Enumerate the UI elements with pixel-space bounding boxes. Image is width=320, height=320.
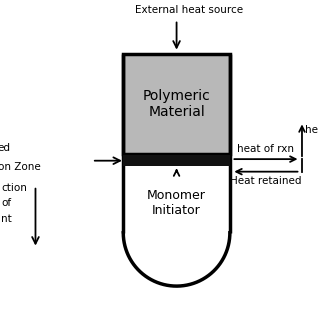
Text: of: of: [1, 198, 11, 208]
Text: Polymeric
Material: Polymeric Material: [143, 89, 211, 119]
Text: Heat retained: Heat retained: [230, 176, 302, 186]
Text: nt: nt: [1, 214, 12, 224]
Text: ction: ction: [1, 183, 27, 193]
Text: Monomer
Initiator: Monomer Initiator: [147, 188, 206, 217]
Text: heat of rxn: heat of rxn: [237, 144, 294, 155]
Bar: [123, 54, 230, 155]
Bar: [123, 155, 230, 166]
Text: External heat source: External heat source: [135, 5, 243, 15]
Text: he: he: [305, 124, 318, 135]
Text: ed: ed: [0, 143, 11, 153]
Text: on Zone: on Zone: [0, 162, 41, 172]
